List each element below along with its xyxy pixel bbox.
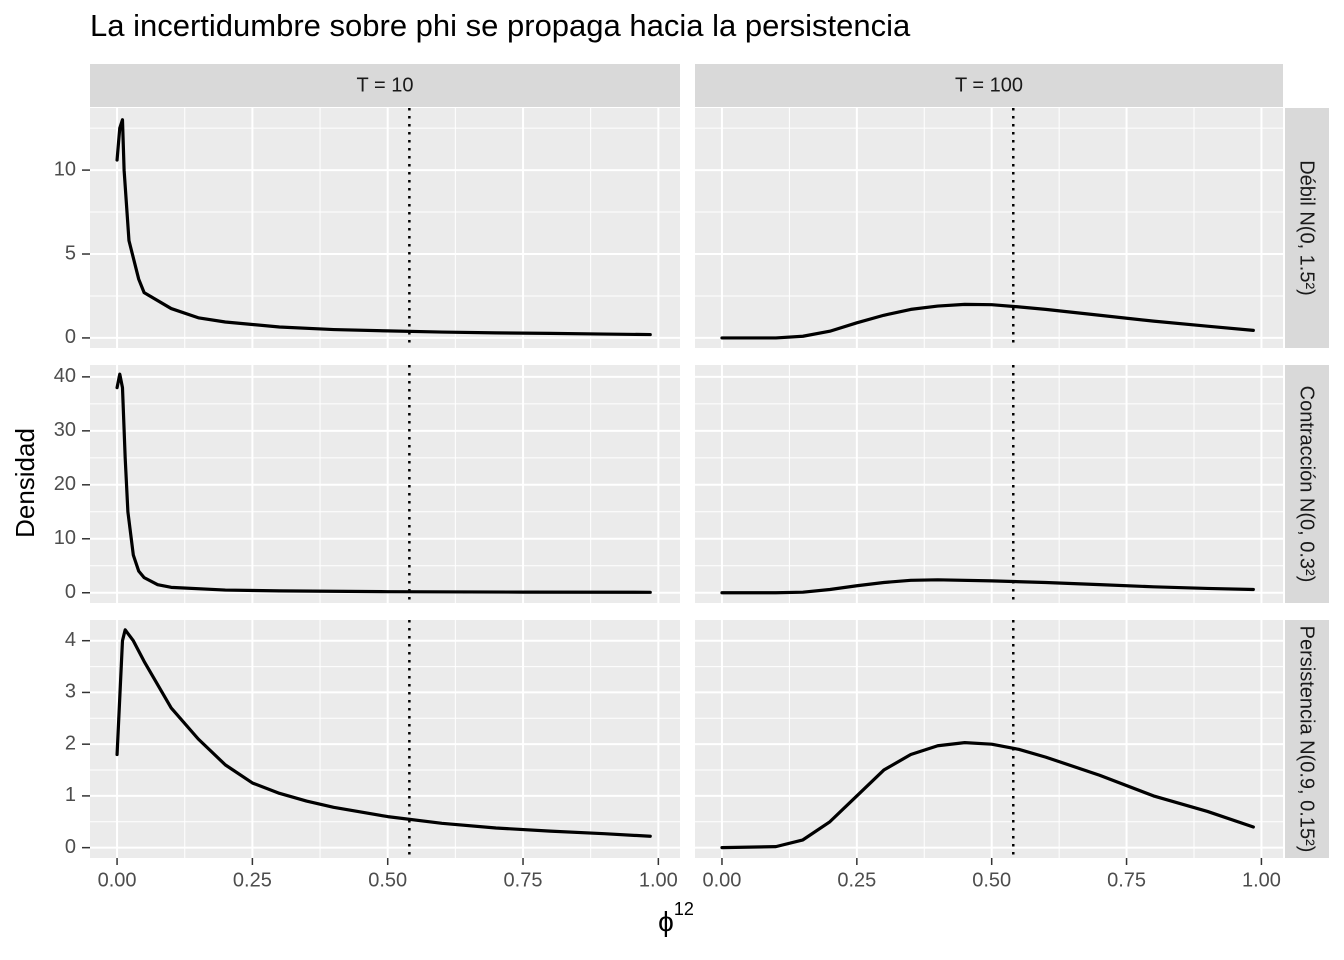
x-axis-label-superscript: 12 <box>674 899 694 919</box>
density-line <box>115 118 652 337</box>
row-strip <box>1285 365 1329 603</box>
row-strip-group: Persistencia N(0.9, 0.15²) <box>1296 626 1318 853</box>
x-tick-label: 0.25 <box>233 869 272 891</box>
x-tick-label: 1.00 <box>1242 869 1281 891</box>
density-line <box>720 302 1255 340</box>
y-tick-label: 10 <box>54 527 76 549</box>
panel-background <box>90 108 680 348</box>
chart-title: La incertidumbre sobre phi se propaga ha… <box>90 8 911 43</box>
panel-background <box>90 620 680 858</box>
y-tick-label: 30 <box>54 419 76 441</box>
y-tick-label: 3 <box>65 681 76 703</box>
panel-background <box>695 620 1283 858</box>
x-axis-label: ϕ12 <box>658 899 694 938</box>
x-tick-label: 0.00 <box>703 869 742 891</box>
row-strip-group: Débil N(0, 1.5²) <box>1296 160 1318 296</box>
density-line <box>115 372 652 594</box>
row-strip <box>1285 620 1329 858</box>
column-strip <box>695 64 1283 107</box>
y-tick-label: 10 <box>54 158 76 180</box>
y-axis-label: Densidad <box>10 428 40 538</box>
density-line <box>720 741 1255 850</box>
y-tick-label: 5 <box>65 242 76 264</box>
y-tick-label: 20 <box>54 473 76 495</box>
x-tick-label: 0.50 <box>368 869 407 891</box>
x-tick-label: 0.75 <box>1107 869 1146 891</box>
column-strip-label: T = 100 <box>955 74 1023 96</box>
x-tick-label: 0.75 <box>504 869 543 891</box>
row-strip-label: Persistencia N(0.9, 0.15²) <box>1296 626 1318 853</box>
row-strip-group: Contracción N(0, 0.3²) <box>1296 386 1318 583</box>
row-strip-label: Débil N(0, 1.5²) <box>1296 160 1318 296</box>
y-tick-label: 0 <box>65 581 76 603</box>
y-tick-label: 2 <box>65 732 76 754</box>
row-strip-label: Contracción N(0, 0.3²) <box>1296 386 1318 583</box>
x-tick-label: 0.50 <box>972 869 1011 891</box>
y-tick-label: 0 <box>65 836 76 858</box>
y-tick-label: 40 <box>54 365 76 387</box>
row-strip <box>1285 108 1329 348</box>
column-strip <box>90 64 680 107</box>
x-tick-label: 0.00 <box>98 869 137 891</box>
y-tick-label: 0 <box>65 326 76 348</box>
x-tick-label: 0.25 <box>837 869 876 891</box>
y-tick-label: 1 <box>65 784 76 806</box>
panel-background <box>695 108 1283 348</box>
y-tick-label: 4 <box>65 629 76 651</box>
x-tick-label: 1.00 <box>639 869 678 891</box>
x-axis-label-base: ϕ <box>658 906 674 937</box>
density-line <box>115 628 652 838</box>
column-strip-label: T = 10 <box>357 74 414 96</box>
density-line <box>720 578 1255 595</box>
